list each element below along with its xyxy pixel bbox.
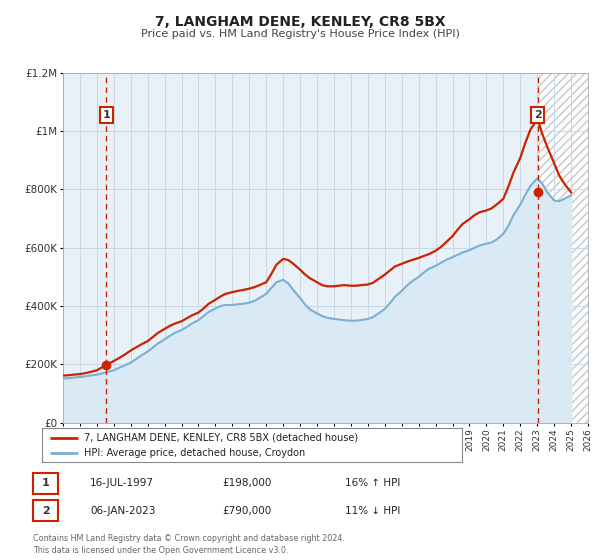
Text: 11% ↓ HPI: 11% ↓ HPI [345,506,400,516]
Text: 2: 2 [42,506,49,516]
Text: Price paid vs. HM Land Registry's House Price Index (HPI): Price paid vs. HM Land Registry's House … [140,29,460,39]
Text: 06-JAN-2023: 06-JAN-2023 [90,506,155,516]
Text: 7, LANGHAM DENE, KENLEY, CR8 5BX: 7, LANGHAM DENE, KENLEY, CR8 5BX [155,15,445,29]
Text: HPI: Average price, detached house, Croydon: HPI: Average price, detached house, Croy… [84,447,305,458]
Text: 7, LANGHAM DENE, KENLEY, CR8 5BX (detached house): 7, LANGHAM DENE, KENLEY, CR8 5BX (detach… [84,433,358,443]
Text: 1: 1 [103,110,110,120]
Bar [538,73,588,423]
Text: £790,000: £790,000 [222,506,271,516]
Text: 1: 1 [42,478,49,488]
Text: 2: 2 [533,110,541,120]
Text: 16% ↑ HPI: 16% ↑ HPI [345,478,400,488]
Text: Contains HM Land Registry data © Crown copyright and database right 2024.
This d: Contains HM Land Registry data © Crown c… [33,534,345,555]
Text: £198,000: £198,000 [222,478,271,488]
Bar [538,73,588,423]
Text: 16-JUL-1997: 16-JUL-1997 [90,478,154,488]
